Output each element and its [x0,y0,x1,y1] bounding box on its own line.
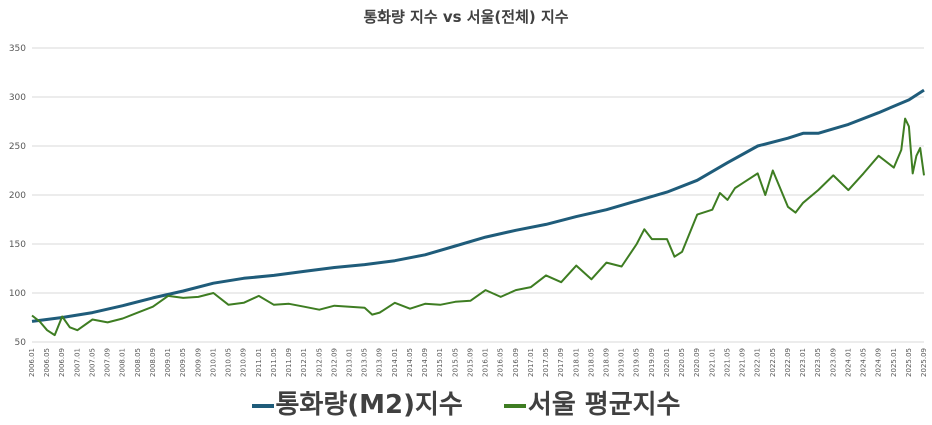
x-tick-label: 2009.09 [194,348,202,377]
x-tick-label: 2021.01 [708,348,716,377]
x-tick-label: 2016.09 [512,348,520,377]
x-tick-label: 2008.09 [149,348,157,377]
x-tick-label: 2016.01 [482,348,490,377]
y-tick-label: 300 [9,93,26,103]
y-tick-label: 100 [9,289,26,299]
x-tick-label: 2018.09 [603,348,611,377]
x-tick-label: 2024.09 [875,348,883,377]
x-tick-label: 2015.09 [466,348,474,377]
legend-swatch-m2 [251,403,274,408]
x-tick-label: 2021.05 [723,348,731,377]
y-tick-label: 50 [15,338,27,348]
x-tick-label: 2015.01 [436,348,444,377]
x-tick-label: 2011.09 [285,348,293,377]
x-tick-label: 2020.01 [663,348,671,377]
x-tick-label: 2024.01 [844,348,852,377]
x-tick-label: 2010.09 [240,348,248,377]
y-tick-label: 250 [9,142,26,152]
x-tick-label: 2013.05 [361,348,369,377]
legend-label-m2: 통화량(M2)지수 [275,390,463,420]
x-tick-label: 2009.05 [179,348,187,377]
x-tick-label: 2017.09 [557,348,565,377]
y-tick-label: 150 [9,240,26,250]
x-tick-label: 2022.09 [784,348,792,377]
x-tick-label: 2007.09 [104,348,112,377]
x-tick-label: 2008.01 [119,348,127,377]
legend-item-seoul: 서울 평균지수 [503,384,681,421]
x-tick-label: 2014.09 [421,348,429,377]
x-tick-label: 2022.01 [754,348,762,377]
x-tick-label: 2020.05 [678,348,686,377]
x-tick-labels: 2006.01 2006.05 2006.09 2007.01 2007.05 2007.… [28,348,928,377]
y-tick-label: 350 [9,44,26,54]
x-tick-label: 2014.01 [391,348,399,377]
x-tick-label: 2013.01 [345,348,353,377]
x-tick-label: 2007.01 [73,348,81,377]
x-tick-label: 2021.09 [739,348,747,377]
chart-title: 통화량 지수 vs 서울(전체) 지수 [363,8,569,26]
legend-swatch-seoul [503,403,526,408]
series-line-seoul [31,117,925,337]
x-tick-label: 2025.09 [920,348,928,377]
x-tick-label: 2011.01 [255,348,263,377]
x-tick-label: 2007.05 [88,348,96,377]
series-layer [31,88,925,337]
x-tick-label: 2006.05 [43,348,51,377]
x-tick-label: 2013.09 [376,348,384,377]
x-tick-label: 2012.09 [330,348,338,377]
series-line-m2 [31,88,925,323]
x-tick-label: 2019.01 [618,348,626,377]
x-tick-label: 2020.09 [693,348,701,377]
x-tick-label: 2022.05 [769,348,777,377]
x-tick-label: 2016.05 [497,348,505,377]
grid-layer [32,47,924,343]
x-tick-label: 2011.05 [270,348,278,377]
x-tick-label: 2010.01 [209,348,217,377]
x-tick-label: 2010.05 [225,348,233,377]
x-tick-label: 2025.05 [905,348,913,377]
x-tick-label: 2018.05 [587,348,595,377]
x-tick-label: 2015.05 [451,348,459,377]
x-tick-label: 2006.01 [28,348,36,377]
x-tick-label: 2025.01 [890,348,898,377]
y-tick-labels: 50 100 150 200 250 300 350 [9,44,26,348]
y-tick-label: 200 [9,191,26,201]
x-tick-label: 2006.09 [58,348,66,377]
legend-item-m2: 통화량(M2)지수 [251,384,463,421]
x-tick-label: 2023.05 [814,348,822,377]
x-tick-label: 2019.09 [648,348,656,377]
x-tick-label: 2008.05 [134,348,142,377]
x-tick-label: 2017.05 [542,348,550,377]
x-tick-label: 2012.01 [300,348,308,377]
x-tick-label: 2014.05 [406,348,414,377]
x-tick-label: 2017.01 [527,348,535,377]
x-tick-label: 2024.05 [860,348,868,377]
legend: 통화량(M2)지수 서울 평균지수 [0,384,932,421]
x-tick-label: 2023.09 [829,348,837,377]
x-tick-label: 2023.01 [799,348,807,377]
x-tick-label: 2009.01 [164,348,172,377]
x-tick-label: 2018.01 [572,348,580,377]
x-tick-label: 2019.05 [633,348,641,377]
legend-label-seoul: 서울 평균지수 [527,390,681,420]
x-tick-label: 2012.05 [315,348,323,377]
